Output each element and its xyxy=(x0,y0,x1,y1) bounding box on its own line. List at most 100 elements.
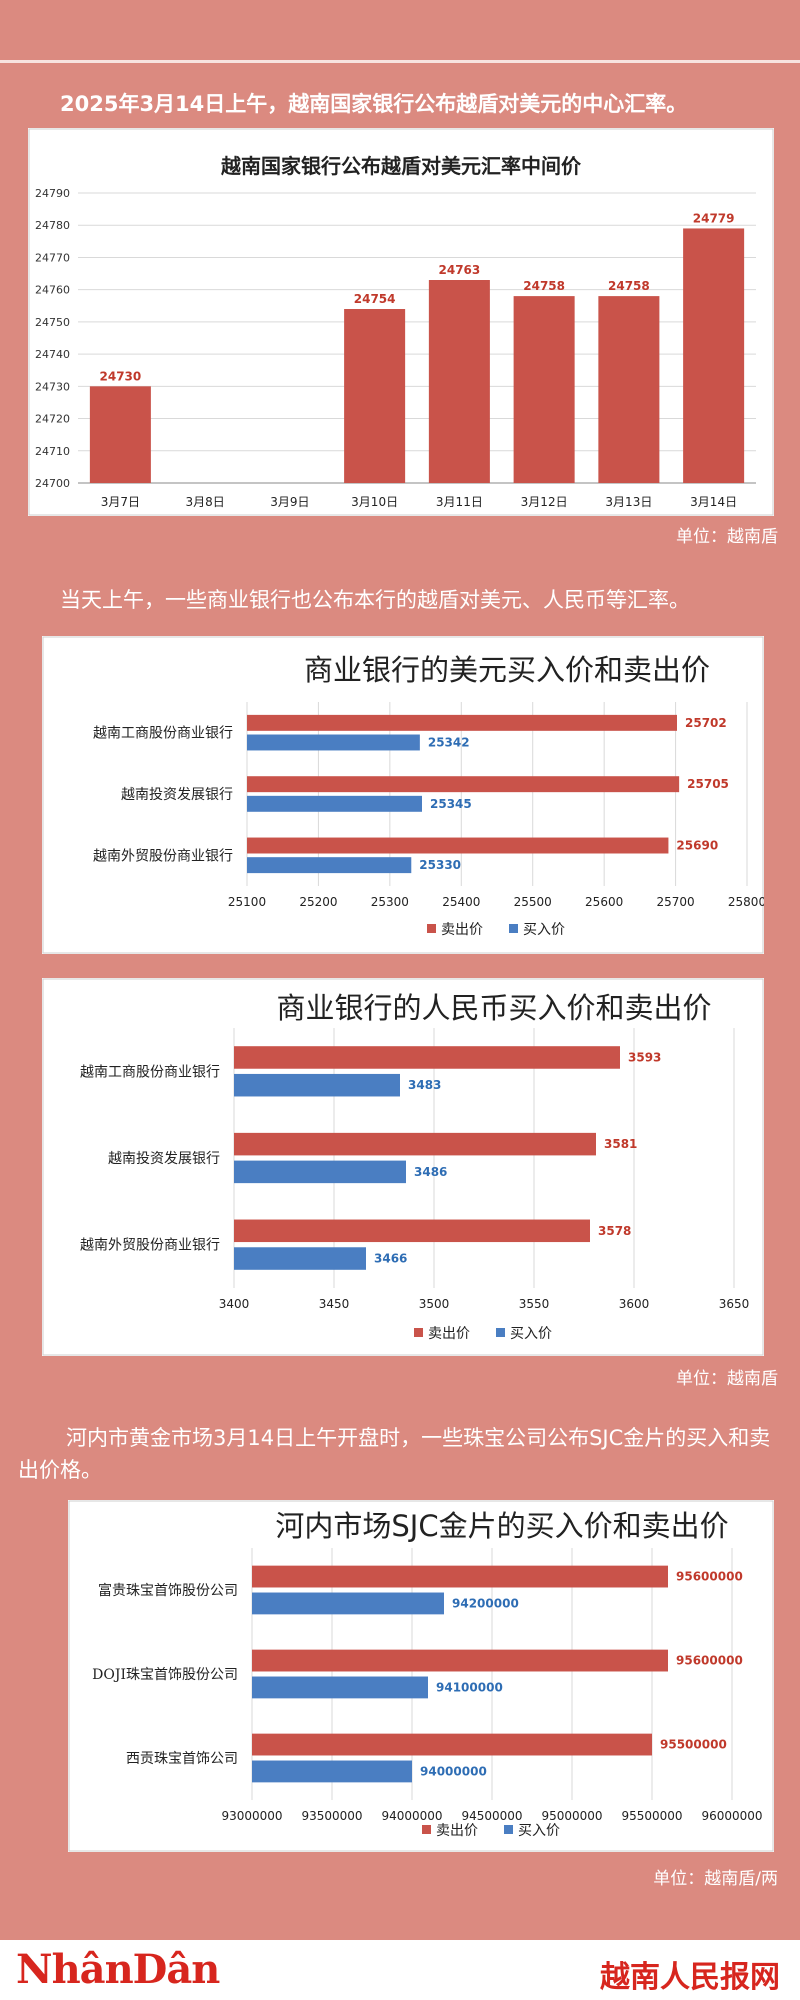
buy-bar-label: 3466 xyxy=(374,1252,407,1266)
sell-bar xyxy=(252,1649,668,1672)
x-tick-label: 25800 xyxy=(728,895,764,909)
x-tick-label: 3月11日 xyxy=(436,495,483,509)
intro-paragraph-3: 河内市黄金市场3月14日上午开盘时，一些珠宝公司公布SJC金片的买入和卖出价格。 xyxy=(18,1426,771,1482)
legend-sell-label: 卖出价 xyxy=(441,922,483,938)
chart-panel-gold-prices: 河内市场SJC金片的买入价和卖出价 93000000 93500000 9400000… xyxy=(68,1500,774,1852)
buy-bar-label: 25330 xyxy=(419,858,461,872)
bar xyxy=(513,296,575,483)
chart-border xyxy=(28,128,774,516)
x-tick-label: 3月13日 xyxy=(605,495,652,509)
legend-buy-label: 买入价 xyxy=(523,922,565,938)
x-tick-label: 3650 xyxy=(719,1297,750,1311)
x-tick-label: 25700 xyxy=(656,895,694,909)
sell-bar-label: 95600000 xyxy=(676,1654,743,1668)
y-tick-label: 24770 xyxy=(35,251,70,264)
chart-title: 商业银行的人民币买入价和卖出价 xyxy=(276,991,711,1025)
y-tick-label: 24730 xyxy=(35,380,70,393)
cny-rates-bar-chart: 商业银行的人民币买入价和卖出价 3400 3450 3500 3550 3600 3650 越… xyxy=(42,978,764,1356)
bar-data-label: 24730 xyxy=(100,369,142,383)
legend-sell-swatch xyxy=(422,1825,431,1834)
x-tick-label: 25500 xyxy=(514,895,552,909)
site-name-logo[interactable]: 越南人民报网 xyxy=(600,1960,780,1995)
bar xyxy=(598,296,660,483)
x-tick-label: 3月8日 xyxy=(185,495,224,509)
bar-data-label: 24754 xyxy=(354,292,396,306)
sell-bar-label: 25705 xyxy=(687,777,729,791)
x-tick-label: 25100 xyxy=(228,895,266,909)
chart-border xyxy=(68,1500,774,1852)
category-label: 西贡珠宝首饰公司 xyxy=(126,1751,238,1767)
usd-rates-bar-chart: 商业银行的美元买入价和卖出价 25100 25200 25300 25400 25500 2… xyxy=(42,636,764,954)
legend-sell-label: 卖出价 xyxy=(428,1326,470,1342)
chart-title: 越南国家银行公布越盾对美元汇率中间价 xyxy=(220,154,582,178)
x-tick-label: 25200 xyxy=(299,895,337,909)
sell-bar xyxy=(234,1132,596,1156)
x-tick-label: 3550 xyxy=(519,1297,550,1311)
x-tick-label: 3月10日 xyxy=(351,495,398,509)
buy-bar xyxy=(234,1247,366,1270)
bar-data-label: 24758 xyxy=(608,279,650,293)
category-label: DOJI珠宝首饰股份公司 xyxy=(92,1667,238,1683)
y-tick-label: 24780 xyxy=(35,219,70,232)
unit-label-2: 单位：越南盾 xyxy=(676,1369,778,1389)
nhandan-logo[interactable]: NhânDân xyxy=(16,1946,220,1993)
chart-border xyxy=(42,978,764,1356)
y-tick-label: 24750 xyxy=(35,316,70,329)
x-tick-label: 25300 xyxy=(371,895,409,909)
legend-buy-swatch xyxy=(509,924,518,933)
x-tick-label: 3月7日 xyxy=(101,495,140,509)
category-label: 越南投资发展银行 xyxy=(121,787,233,803)
x-tick-label: 3400 xyxy=(219,1297,250,1311)
gold-prices-bar-chart: 河内市场SJC金片的买入价和卖出价 93000000 93500000 9400000… xyxy=(68,1500,774,1852)
buy-bar-label: 94200000 xyxy=(452,1596,519,1610)
buy-bar-label: 94100000 xyxy=(436,1680,503,1694)
intro-paragraph-1: 2025年3月14日上午，越南国家银行公布越盾对美元的中心汇率。 xyxy=(60,92,688,116)
buy-bar xyxy=(247,795,422,812)
x-tick-label: 94000000 xyxy=(381,1809,442,1823)
central-rate-bar-chart: 越南国家银行公布越盾对美元汇率中间价 24700 24710 24720 24730 24… xyxy=(28,128,774,516)
buy-bar-label: 3483 xyxy=(408,1078,441,1092)
chart-title: 商业银行的美元买入价和卖出价 xyxy=(304,653,710,687)
category-label: 富贵珠宝首饰股份公司 xyxy=(98,1582,238,1599)
sell-bar xyxy=(234,1046,620,1069)
y-tick-label: 24760 xyxy=(35,284,70,297)
y-tick-label: 24720 xyxy=(35,413,70,426)
buy-bar-label: 3486 xyxy=(414,1165,447,1179)
legend-buy-swatch xyxy=(504,1825,513,1834)
y-tick-label: 24740 xyxy=(35,348,70,361)
legend-buy-swatch xyxy=(496,1328,505,1337)
buy-bar xyxy=(234,1160,406,1184)
chart-title: 河内市场SJC金片的买入价和卖出价 xyxy=(275,1509,728,1543)
sell-bar xyxy=(252,1565,668,1588)
x-tick-label: 96000000 xyxy=(701,1809,762,1823)
bar-data-label: 24758 xyxy=(523,279,565,293)
unit-label-1: 单位：越南盾 xyxy=(676,527,778,547)
sell-bar-label: 25690 xyxy=(676,839,718,853)
x-tick-label: 93000000 xyxy=(221,1809,282,1823)
bar xyxy=(683,228,745,483)
category-label: 越南外贸股份商业银行 xyxy=(80,1238,220,1254)
category-label: 越南外贸股份商业银行 xyxy=(93,848,233,864)
sell-bar-label: 25702 xyxy=(685,716,727,730)
top-divider-line xyxy=(0,60,800,63)
chart-panel-cny-rates: 商业银行的人民币买入价和卖出价 3400 3450 3500 3550 3600 3650 越… xyxy=(42,978,764,1356)
y-tick-label: 24700 xyxy=(35,477,70,490)
buy-bar xyxy=(252,1592,444,1615)
x-tick-label: 3500 xyxy=(419,1297,450,1311)
y-tick-label: 24790 xyxy=(35,187,70,200)
x-tick-label: 3600 xyxy=(619,1297,650,1311)
category-label: 越南投资发展银行 xyxy=(108,1151,220,1167)
bar xyxy=(89,386,151,483)
footer-bar: NhânDân 越南人民报网 xyxy=(0,1940,800,2000)
sell-bar-label: 3581 xyxy=(604,1137,637,1151)
buy-bar xyxy=(252,1676,428,1699)
category-label: 越南工商股份商业银行 xyxy=(93,726,233,742)
chart-panel-usd-rates: 商业银行的美元买入价和卖出价 25100 25200 25300 25400 25500 2… xyxy=(42,636,764,954)
x-tick-label: 3月9日 xyxy=(270,495,309,509)
sell-bar xyxy=(252,1733,652,1756)
sell-bar xyxy=(247,714,677,731)
sell-bar-label: 95600000 xyxy=(676,1570,743,1584)
intro-paragraph-2: 当天上午，一些商业银行也公布本行的越盾对美元、人民币等汇率。 xyxy=(60,588,690,612)
x-tick-label: 94500000 xyxy=(461,1809,522,1823)
sell-bar-label: 95500000 xyxy=(660,1738,727,1752)
